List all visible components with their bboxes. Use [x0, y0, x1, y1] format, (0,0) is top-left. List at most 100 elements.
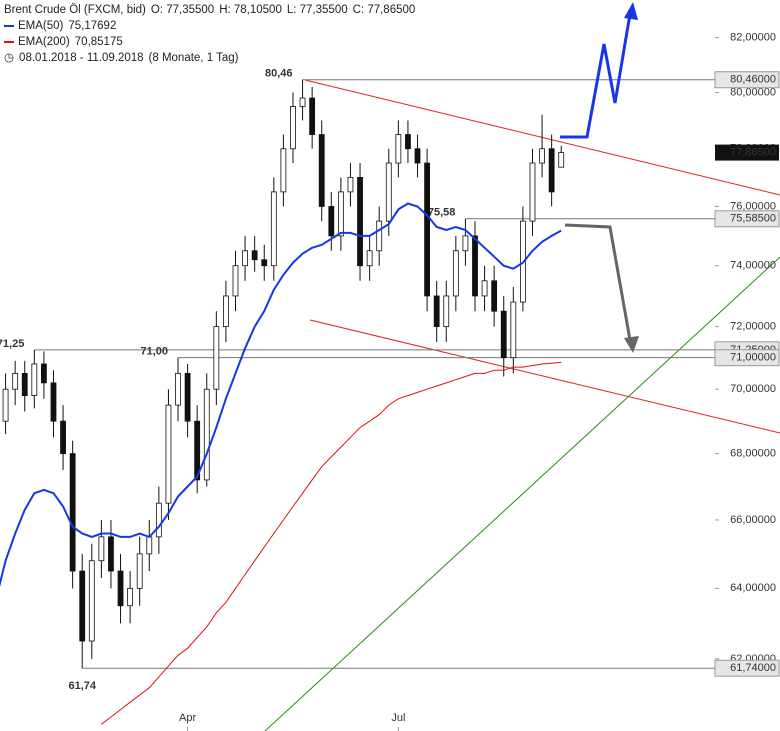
candle-body — [452, 250, 459, 297]
candle-body — [433, 295, 440, 328]
candle-body — [242, 250, 248, 267]
level-box — [714, 659, 780, 677]
candle-body — [414, 148, 421, 164]
y-tick-label: 64,00000 — [730, 582, 776, 594]
candle-body — [155, 502, 162, 538]
candle-body — [443, 295, 450, 328]
candle-body — [2, 388, 9, 422]
candle-body — [60, 420, 66, 455]
candle-body — [50, 382, 57, 422]
candle-body — [213, 326, 220, 390]
level-label: 75,58 — [428, 207, 456, 219]
level-axis-label: 80,46000 — [730, 74, 776, 86]
clock-icon: ◷ — [4, 52, 15, 64]
y-tick-label: 70,00000 — [730, 383, 776, 395]
scenario-arrow-up — [560, 13, 632, 139]
ema-line — [0, 202, 562, 588]
legend-value: 70,85175 — [74, 36, 123, 48]
candle-body — [548, 148, 555, 193]
scenario-arrow-down — [564, 223, 632, 341]
candle-body — [12, 372, 19, 390]
arrowhead-up — [624, 2, 638, 20]
candle-body — [491, 280, 498, 312]
level-box — [714, 349, 780, 367]
candle-body — [280, 148, 287, 193]
y-tick-label: 66,00000 — [730, 514, 776, 526]
legend-swatch — [4, 40, 14, 43]
candle-body — [136, 553, 143, 589]
candle-body — [203, 388, 210, 481]
candle-body — [175, 372, 181, 406]
level-box — [714, 71, 780, 89]
ohlc: L: 77,35500 — [286, 4, 348, 16]
candle-body — [41, 363, 47, 384]
level-axis-label: 61,74000 — [730, 662, 776, 674]
x-tick-label: Jul — [391, 712, 405, 724]
candle-body — [462, 235, 469, 252]
trendlines — [264, 79, 780, 731]
candle-body — [165, 404, 172, 504]
level-box — [714, 210, 780, 228]
y-tick-label: 80,00000 — [730, 86, 776, 98]
level-axis-label: 75,58500 — [730, 213, 776, 225]
candle-body — [395, 134, 402, 164]
candle-body — [357, 177, 363, 267]
candle-body — [299, 97, 306, 107]
candle-body — [385, 162, 392, 222]
candles — [2, 79, 565, 669]
y-tick-label: 68,00000 — [730, 448, 776, 460]
legend-row: EMA(200) 70,85175 — [4, 34, 420, 50]
lower-trendline — [309, 319, 780, 434]
candle-body — [108, 536, 114, 572]
last-price-label: 77,86500 — [730, 147, 776, 159]
ohlc: O: 77,35500 — [150, 4, 215, 16]
range-row: ◷ 08.01.2018 - 11.09.2018 (8 Monate, 1 Tag… — [4, 50, 420, 66]
candle-body — [31, 363, 38, 396]
level-axis-label: 71,00000 — [730, 352, 776, 364]
candle-body — [366, 250, 373, 267]
candle-body — [270, 191, 277, 267]
last-price-box — [715, 144, 779, 161]
instrument: Brent Crude Öl (FXCM, bid) — [4, 4, 146, 16]
date-span: (8 Monate, 1 Tag) — [148, 52, 239, 64]
candle-body — [232, 265, 239, 297]
level-label: 61,74 — [68, 680, 96, 692]
support-trendline — [264, 256, 780, 731]
y-tick-label: 74,00000 — [730, 260, 776, 272]
candle-body — [500, 310, 507, 359]
candle-body — [510, 301, 517, 359]
x-tick-label: Apr — [179, 712, 196, 724]
candle-body — [309, 97, 316, 135]
ema-line — [101, 361, 562, 725]
candle-body — [79, 570, 86, 642]
candle-body — [194, 420, 201, 481]
legend-swatch — [4, 24, 14, 27]
candle-body — [117, 570, 124, 607]
candle-body — [472, 235, 478, 297]
candle-body — [529, 162, 536, 222]
candle-body — [481, 280, 488, 297]
candle-body — [127, 587, 134, 607]
candle-body — [347, 177, 354, 193]
candle-body — [318, 134, 325, 207]
candle-body — [558, 152, 565, 168]
candle-body — [261, 259, 268, 267]
candle-body — [424, 162, 431, 297]
candle-body — [328, 206, 335, 237]
candle-body — [98, 536, 105, 562]
candle-body — [69, 453, 76, 572]
candle-body — [251, 250, 258, 261]
legend-value: 75,17692 — [68, 20, 117, 32]
level-label: 71,00 — [140, 346, 168, 358]
level-label: 80,46 — [265, 68, 293, 80]
level-label: 71,25 — [0, 338, 24, 350]
candle-body — [184, 372, 191, 422]
y-tick-label: 82,00000 — [730, 32, 776, 44]
y-tick-label: 76,00000 — [730, 200, 776, 212]
candle-body — [88, 560, 95, 642]
candle-body — [223, 295, 229, 328]
candle-body — [376, 220, 383, 252]
candle-body — [337, 191, 344, 237]
legend-name: EMA(200) — [18, 36, 70, 48]
